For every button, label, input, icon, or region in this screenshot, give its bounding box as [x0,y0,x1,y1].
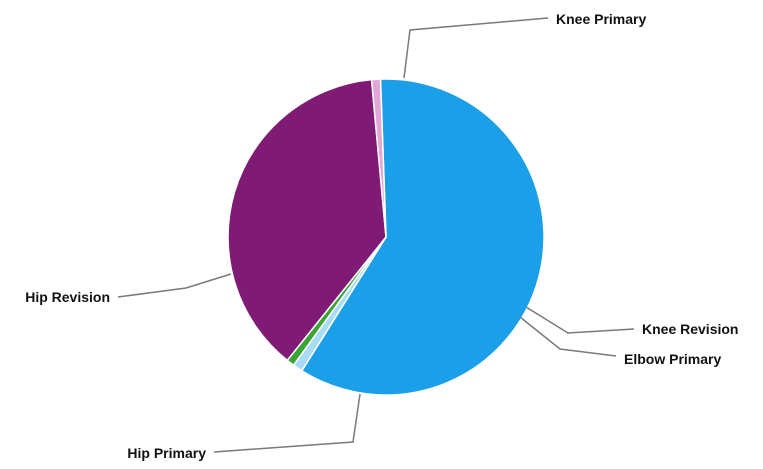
slice-label-elbow-primary: Elbow Primary [624,351,721,367]
pie-slice-hip-primary [227,78,387,362]
slice-label-knee-revision: Knee Revision [642,321,738,337]
leader-line-hip-revision [117,273,232,298]
leader-line-knee-revision [525,306,635,334]
slice-label-knee-primary: Knee Primary [556,11,646,27]
leader-line-knee-primary [403,17,549,79]
leader-line-hip-primary [213,393,361,453]
slice-label-hip-primary: Hip Primary [127,445,206,461]
pie-slice-knee-primary [300,78,545,396]
slice-labels: Knee Primary Knee Revision Elbow Primary Hi… [25,11,738,461]
pie-slice-hip-revision [370,78,387,238]
leader-lines [117,17,635,453]
pie-slices [227,78,545,396]
slice-label-hip-revision: Hip Revision [25,289,110,305]
leader-line-elbow-primary [519,316,617,357]
